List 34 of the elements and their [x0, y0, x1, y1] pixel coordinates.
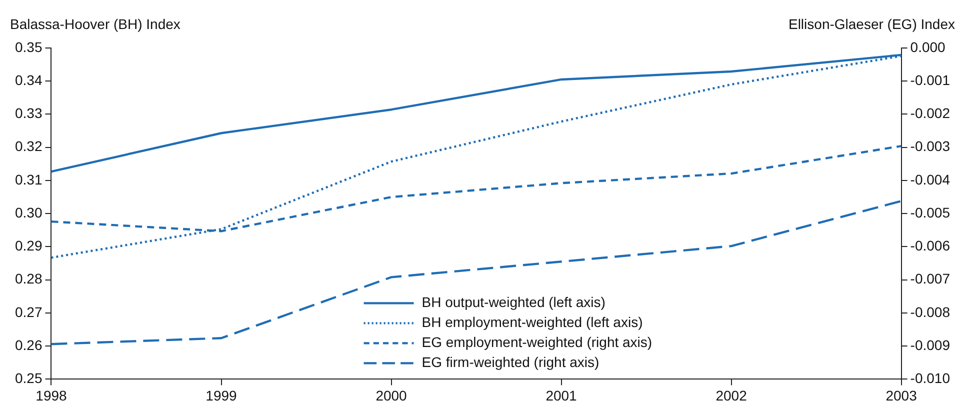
y-tick-label: 0.29 — [15, 238, 42, 254]
y-tick-label: 0.27 — [15, 304, 42, 320]
y-tick-label: 0.33 — [15, 105, 42, 122]
y-tick-label: 0.35 — [15, 38, 42, 55]
y-tick-label: 0.34 — [15, 72, 42, 88]
y-tick-label: 0.28 — [15, 270, 42, 287]
legend-label: EG firm-weighted (right axis) — [422, 354, 600, 370]
y-tick-label: 0.26 — [15, 336, 42, 353]
legend-label: BH output-weighted (left axis) — [422, 294, 606, 310]
y2-tick-label: -0.003 — [910, 138, 950, 154]
y2-tick-label: -0.008 — [910, 304, 950, 320]
legend-label: BH employment-weighted (left axis) — [422, 314, 643, 330]
y-axis-title: Balassa-Hoover (BH) Index — [10, 16, 180, 32]
y-tick-label: 0.30 — [15, 204, 42, 220]
x-tick-label: 2001 — [546, 387, 578, 404]
legend-label: EG employment-weighted (right axis) — [422, 334, 652, 350]
y2-tick-label: 0.000 — [910, 38, 946, 55]
y2-axis-title: Ellison-Glaeser (EG) Index — [788, 16, 955, 32]
y-tick-label: 0.25 — [15, 370, 42, 386]
y2-tick-label: -0.006 — [910, 238, 950, 254]
y2-tick-label: -0.009 — [910, 336, 950, 353]
y2-tick-label: -0.002 — [910, 105, 950, 122]
x-tick-label: 1998 — [36, 387, 68, 404]
y2-tick-label: -0.004 — [910, 171, 950, 188]
y-tick-label: 0.32 — [15, 138, 42, 154]
y2-tick-label: -0.010 — [910, 370, 950, 386]
x-tick-label: 1999 — [206, 387, 238, 404]
y2-tick-label: -0.001 — [910, 72, 950, 88]
y-tick-label: 0.31 — [15, 171, 42, 188]
x-tick-label: 2002 — [716, 387, 748, 404]
y2-tick-label: -0.005 — [910, 204, 950, 220]
x-tick-label: 2003 — [886, 387, 918, 404]
y2-tick-label: -0.007 — [910, 270, 950, 287]
x-tick-label: 2000 — [376, 387, 408, 404]
